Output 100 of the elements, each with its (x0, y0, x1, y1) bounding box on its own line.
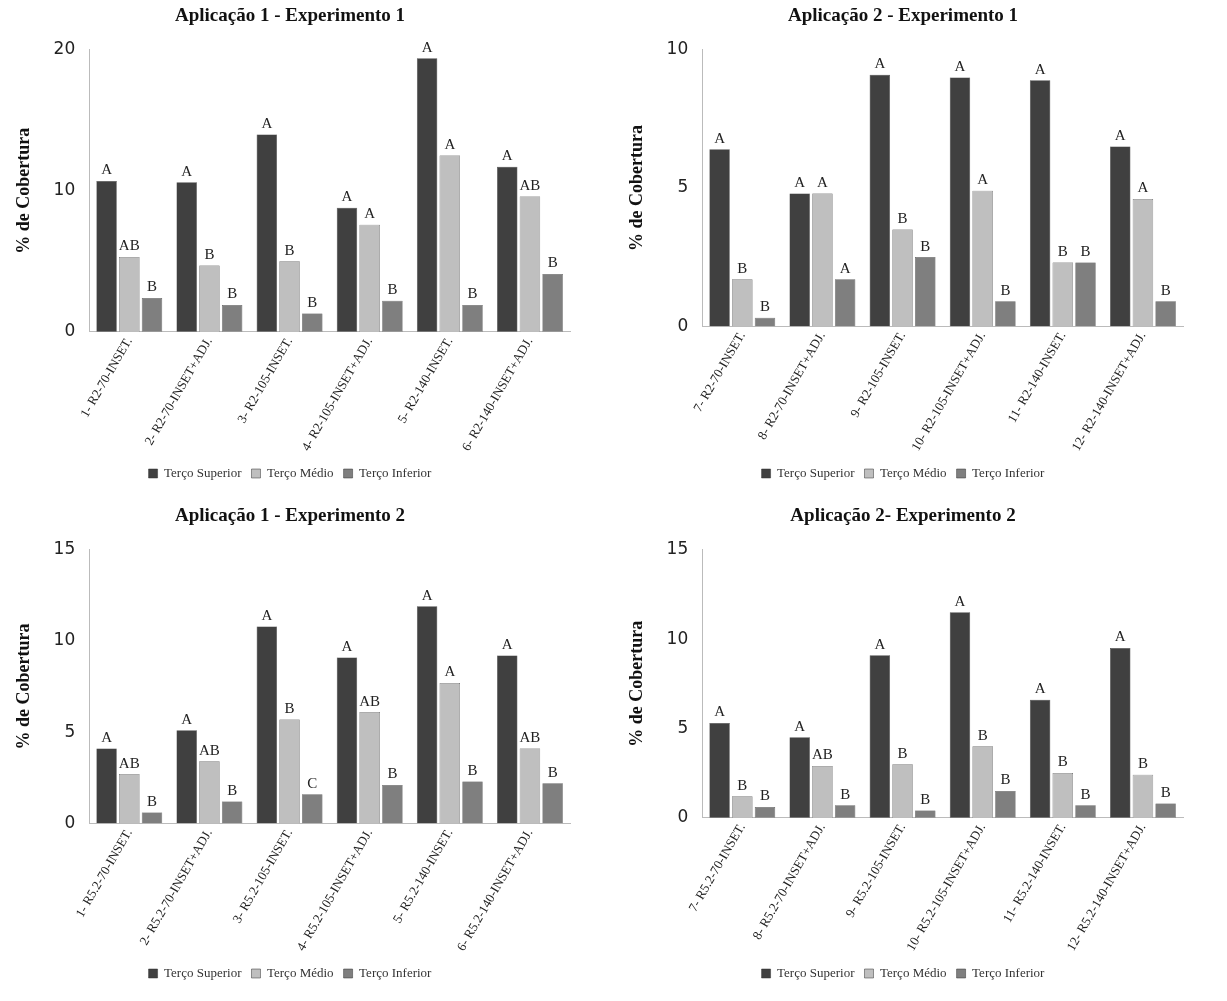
data-label: A (421, 586, 433, 603)
legend-label: Terço Superior (777, 464, 856, 480)
legend-label: Terço Inferior (972, 464, 1046, 480)
data-label: C (307, 774, 318, 791)
data-label: B (1160, 281, 1171, 298)
data-label: A (341, 188, 353, 205)
data-label: A (977, 171, 989, 188)
data-label: B (920, 237, 931, 254)
data-label: B (1057, 243, 1068, 260)
data-label: B (547, 763, 558, 780)
y-axis-title: % de Cobertura (626, 620, 647, 747)
legend-label: Terço Médio (266, 964, 334, 980)
data-label: AB (359, 692, 381, 709)
data-label: B (227, 285, 238, 302)
data-label: AB (519, 176, 541, 193)
data-label: A (817, 173, 828, 190)
data-label: B (204, 245, 215, 262)
data-label: A (444, 663, 456, 680)
data-label: B (897, 744, 908, 761)
y-tick-label: 0 (677, 806, 689, 827)
data-label: A (1114, 126, 1126, 143)
data-label: A (954, 57, 966, 74)
legend-label: Terço Superior (164, 464, 243, 480)
data-label: B (387, 765, 398, 782)
data-label: B (759, 787, 771, 804)
data-label: A (714, 129, 726, 146)
y-tick-label: 5 (677, 176, 689, 197)
y-tick-label: 0 (677, 314, 689, 335)
data-label: A (261, 114, 273, 131)
data-label: A (364, 205, 376, 222)
data-label: B (1057, 753, 1068, 770)
y-tick-label: 5 (677, 716, 689, 737)
data-label: B (146, 792, 158, 809)
data-label: B (547, 254, 558, 271)
data-label: B (227, 781, 238, 798)
data-label: B (467, 761, 478, 778)
data-label: B (840, 785, 851, 802)
legend-label: Terço Superior (164, 964, 243, 980)
data-label: A (1114, 628, 1126, 645)
data-label: AB (812, 746, 833, 763)
y-axis-title: % de Cobertura (13, 127, 34, 254)
y-tick-label: 0 (64, 811, 76, 832)
data-label: B (387, 281, 398, 298)
legend-label: Terço Médio (879, 464, 947, 480)
chart-title: Aplicação 1 - Experimento 2 (174, 504, 406, 526)
data-label: A (444, 135, 456, 152)
y-tick-label: 5 (64, 720, 76, 741)
y-axis-title: % de Cobertura (13, 623, 34, 750)
y-tick-label: 10 (53, 179, 76, 200)
data-label: AB (199, 741, 220, 758)
data-label: B (467, 285, 478, 302)
data-label: A (181, 162, 193, 179)
data-label: B (284, 699, 295, 716)
chart-title: Aplicação 1 - Experimento 1 (174, 4, 406, 26)
y-tick-label: 10 (666, 38, 689, 59)
data-label: B (307, 293, 318, 310)
data-label: A (1137, 179, 1149, 196)
chart-title: Aplicação 2- Experimento 2 (790, 504, 1016, 526)
data-label: A (501, 636, 513, 653)
data-label: A (1034, 680, 1046, 697)
data-label: A (874, 635, 886, 652)
y-tick-label: 0 (64, 320, 76, 341)
data-label: A (714, 703, 726, 720)
data-label: A (501, 147, 513, 164)
data-label: A (1034, 60, 1046, 77)
data-label: B (759, 298, 771, 315)
data-label: A (794, 717, 806, 734)
legend-label: Terço Médio (266, 464, 334, 480)
data-label: B (897, 209, 908, 226)
y-tick-label: 15 (53, 538, 76, 559)
data-label: AB (118, 237, 140, 254)
data-label: AB (118, 754, 140, 771)
legend-label: Terço Inferior (972, 964, 1046, 980)
chart-title: Aplicação 2 - Experimento 1 (787, 4, 1019, 26)
data-label: A (261, 606, 273, 623)
data-label: B (1000, 771, 1011, 788)
data-label: B (284, 241, 295, 258)
data-label: AB (519, 729, 541, 746)
legend-label: Terço Inferior (359, 464, 433, 480)
y-tick-label: 10 (53, 629, 76, 650)
data-label: B (1137, 755, 1148, 772)
y-tick-label: 20 (53, 38, 76, 59)
data-label: B (1080, 785, 1091, 802)
data-label: B (1000, 281, 1011, 298)
data-label: A (421, 38, 433, 55)
data-label: B (1080, 243, 1091, 260)
data-label: A (794, 173, 806, 190)
data-label: B (737, 259, 748, 276)
data-label: B (920, 791, 931, 807)
data-label: A (101, 161, 113, 178)
legend-label: Terço Médio (879, 964, 947, 980)
data-label: B (146, 278, 158, 295)
y-tick-label: 10 (666, 627, 689, 648)
data-label: B (977, 726, 988, 743)
data-label: B (1160, 783, 1171, 800)
data-label: A (341, 637, 353, 654)
data-label: B (737, 776, 748, 793)
data-label: A (954, 592, 966, 609)
y-tick-label: 15 (666, 538, 689, 559)
data-label: A (874, 55, 886, 72)
